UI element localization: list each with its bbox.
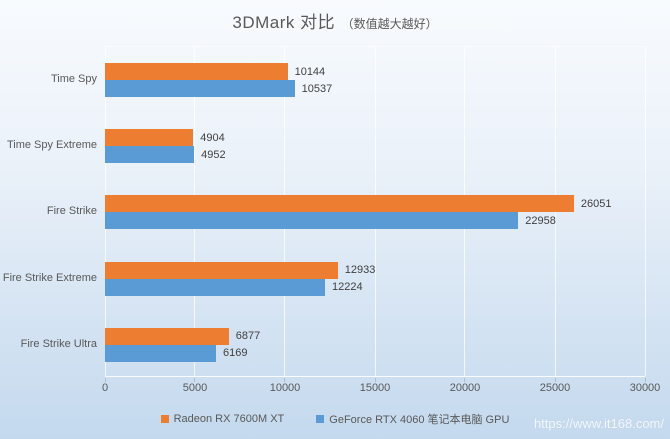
legend-swatch-icon: [160, 415, 169, 423]
bar-series1-cat3: [105, 261, 338, 279]
legend-swatch-icon: [316, 415, 325, 423]
bar-line: 26051: [105, 195, 645, 213]
x-tick-label: 25000: [539, 382, 571, 394]
category-axis: Time Spy Time Spy Extreme Fire Strike Fire …: [0, 46, 97, 377]
category-label: Time Spy Extreme: [6, 139, 97, 152]
bar-value-label: 26051: [580, 197, 612, 210]
bar-series2-cat1: [105, 146, 195, 164]
bar-series1-cat1: [105, 129, 194, 147]
bar-value-label: 10537: [301, 82, 333, 95]
x-tick-label: 20000: [449, 382, 481, 394]
x-tick-label: 30000: [629, 382, 661, 394]
bar-value-label: 6877: [235, 330, 261, 343]
category-label: Fire Strike: [46, 205, 97, 218]
x-tick-label: 15000: [359, 382, 391, 394]
bar-line: 12224: [105, 278, 645, 296]
axis-tickmark: [554, 378, 556, 382]
bar-series2-cat4: [105, 344, 217, 362]
bar-series2-cat2: [105, 212, 519, 230]
bar-value-label: 6169: [223, 347, 248, 360]
plot-area: 10144 10537 4904 4952 26051 22958 12933 12224 68…: [104, 46, 646, 382]
bar-series2-cat0: [105, 80, 295, 98]
legend-item: Radeon RX 7600M XT: [160, 413, 285, 425]
bar-line: 22958: [105, 212, 645, 230]
bar-value-label: 10144: [294, 65, 326, 78]
chart-title-sub: （数值越大越好）: [341, 17, 438, 31]
category-label: Fire Strike Ultra: [20, 337, 97, 350]
bar-line: 10144: [105, 63, 645, 81]
bar-line: 6877: [105, 327, 645, 345]
axis-tickmark: [194, 378, 196, 382]
x-tick-label: 5000: [182, 382, 208, 394]
bar-value-label: 4952: [201, 148, 226, 161]
bar-row: 4904 4952: [105, 113, 645, 179]
bar-series2-cat3: [105, 278, 326, 296]
legend-label: Radeon RX 7600M XT: [173, 413, 285, 425]
watermark: https://www.it168.com/: [533, 416, 664, 431]
category-label: Fire Strike Extreme: [2, 271, 97, 284]
bar-value-label: 4904: [200, 131, 225, 144]
bar-series1-cat4: [105, 327, 229, 345]
x-tick-label: 0: [101, 382, 109, 394]
bar-row: 12933 12224: [105, 246, 645, 312]
bar-series1-cat0: [105, 63, 288, 81]
bar-line: 4952: [105, 146, 645, 164]
legend-item: GeForce RTX 4060 笔记本电脑 GPU: [316, 411, 509, 427]
bar-row: 6877 6169: [105, 312, 645, 378]
x-tick-label: 10000: [269, 382, 301, 394]
bar-value-label: 22958: [525, 214, 556, 227]
axis-tickmark: [104, 378, 106, 382]
axis-tickmark: [374, 378, 376, 382]
legend: Radeon RX 7600M XT GeForce RTX 4060 笔记本电脑…: [0, 411, 670, 427]
bar-row: 26051 22958: [105, 179, 645, 245]
bar-value-label: 12224: [332, 281, 363, 294]
bar-line: 6169: [105, 344, 645, 362]
bar-series1-cat2: [105, 195, 574, 213]
category-label: Time Spy: [50, 73, 97, 86]
axis-tickmark: [284, 378, 286, 382]
x-axis: 0 5000 10000 15000 20000 25000 30000: [101, 382, 660, 396]
chart-title-main: 3DMark 对比: [232, 13, 336, 32]
bar-row: 10144 10537: [105, 47, 645, 113]
bar-value-label: 12933: [344, 264, 376, 277]
chart-title: 3DMark 对比 （数值越大越好）: [0, 8, 670, 33]
axis-tickmark: [464, 378, 466, 382]
axis-tickmark: [644, 378, 646, 382]
legend-label: GeForce RTX 4060 笔记本电脑 GPU: [329, 414, 510, 426]
bar-line: 10537: [105, 80, 645, 98]
bar-line: 4904: [105, 129, 645, 147]
bar-line: 12933: [105, 261, 645, 279]
gridline: [644, 47, 646, 376]
